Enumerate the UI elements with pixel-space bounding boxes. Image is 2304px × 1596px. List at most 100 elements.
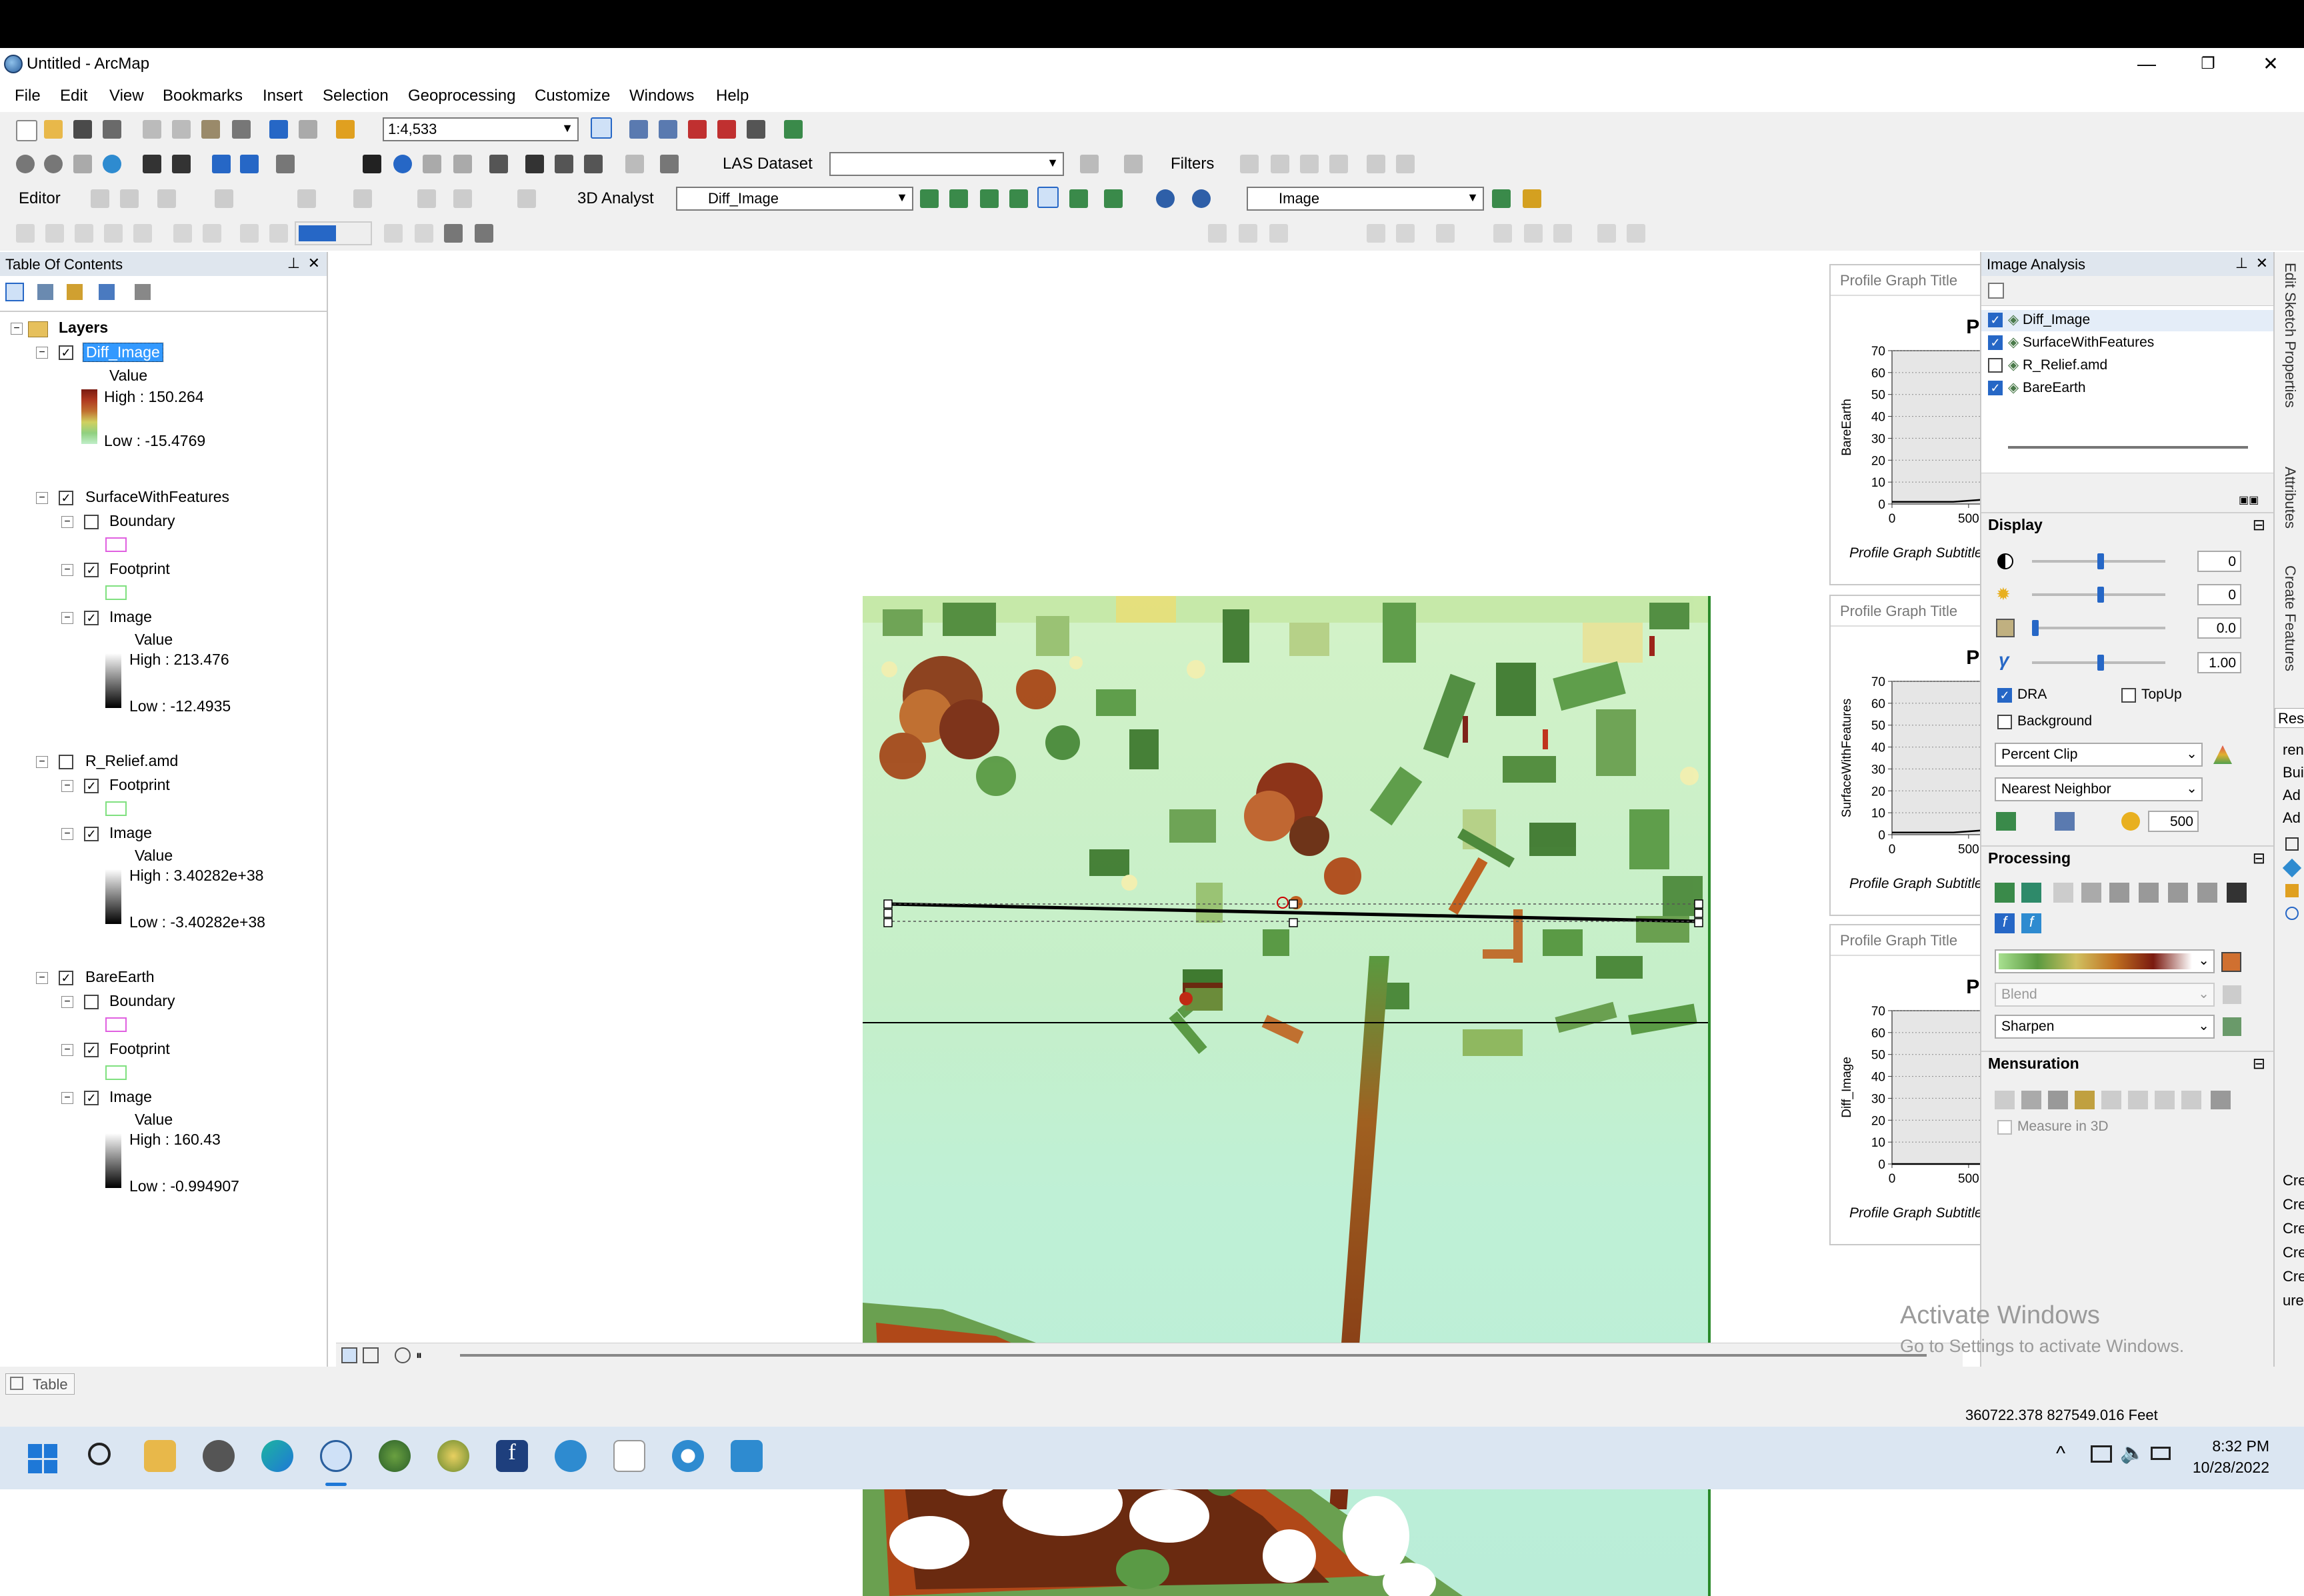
gamma-value[interactable]: 1.00	[2197, 652, 2241, 673]
surface-image-checkbox[interactable]: ✓	[84, 611, 99, 625]
attributes-tab[interactable]: Attributes	[2282, 467, 2299, 529]
mosaic-icon[interactable]	[475, 224, 493, 243]
small-tool-icon[interactable]	[2285, 837, 2299, 851]
clock-date[interactable]: 10/28/2022	[2192, 1459, 2269, 1476]
minimize-button[interactable]: —	[2137, 53, 2156, 74]
swipe-icon[interactable]	[1996, 812, 2016, 831]
table-of-contents-icon[interactable]	[629, 120, 648, 139]
relief-expander[interactable]: −	[36, 756, 48, 768]
editor-toolbar-icon[interactable]	[591, 117, 612, 139]
layers-root-label[interactable]: Layers	[59, 319, 109, 336]
refresh-rate-value[interactable]: 500	[2148, 811, 2199, 832]
layer-checkbox[interactable]: ✓	[1988, 313, 2003, 327]
refresh-icon[interactable]	[395, 1347, 411, 1363]
layer-relief[interactable]: ◈ R_Relief.amd	[2008, 357, 2108, 373]
bareearth-footprint-checkbox[interactable]: ✓	[84, 1043, 99, 1057]
relief-footprint-expander[interactable]: −	[61, 780, 73, 792]
menu-edit[interactable]: Edit	[60, 87, 88, 105]
measure-tool-icon[interactable]	[2021, 1091, 2041, 1109]
hyperlink-icon[interactable]	[423, 155, 441, 173]
3d-analyst-menu[interactable]: 3D Analyst	[577, 189, 654, 207]
search-icon[interactable]	[88, 1443, 111, 1465]
tray-chevron-icon[interactable]: ^	[2056, 1443, 2066, 1465]
info-icon[interactable]	[2285, 907, 2299, 920]
surface-image-label[interactable]: Image	[109, 608, 152, 625]
relief-layer[interactable]: R_Relief.amd	[85, 752, 179, 769]
relief-image-expander[interactable]: −	[61, 828, 73, 840]
collapse-icon[interactable]: ⊟	[2252, 849, 2265, 867]
straight-segment-icon[interactable]	[157, 189, 176, 208]
transparency-slider-thumb[interactable]	[2032, 620, 2039, 636]
transparency-slider[interactable]	[2032, 627, 2165, 629]
dra-checkbox[interactable]: ✓	[1997, 688, 2012, 703]
bareearth-footprint-label[interactable]: Footprint	[109, 1040, 170, 1057]
pan-icon[interactable]	[73, 155, 92, 173]
surface-boundary-expander[interactable]: −	[61, 516, 73, 528]
profile-view-icon[interactable]	[1367, 155, 1385, 173]
color-ramp-dropdown[interactable]: ⌄	[1995, 949, 2215, 973]
start-icon[interactable]	[28, 1444, 57, 1473]
arcscene-icon[interactable]	[1156, 189, 1175, 208]
gamma-slider-thumb[interactable]	[2097, 655, 2104, 671]
relief-image-checkbox[interactable]: ✓	[84, 827, 99, 841]
close-button[interactable]: ✕	[2263, 53, 2279, 74]
model-builder-icon[interactable]	[784, 120, 803, 139]
diff-image-expander[interactable]: −	[36, 347, 48, 359]
create-features-icon[interactable]	[517, 189, 536, 208]
redo-icon[interactable]	[299, 120, 317, 139]
add-data-icon[interactable]	[336, 120, 355, 139]
table-button[interactable]: Table	[5, 1373, 75, 1395]
contrast-value[interactable]: 0	[2197, 551, 2241, 572]
clip-icon[interactable]	[1995, 883, 2015, 903]
file-explorer-icon[interactable]	[144, 1440, 176, 1472]
relief-footprint-label[interactable]: Footprint	[109, 776, 170, 793]
surface-expander[interactable]: −	[36, 492, 48, 504]
background-checkbox[interactable]	[1997, 715, 2012, 729]
bareearth-image-checkbox[interactable]: ✓	[84, 1091, 99, 1105]
arcscene-taskbar-icon[interactable]	[379, 1440, 411, 1472]
select-features-icon[interactable]	[276, 155, 295, 173]
fixed-zoom-in-icon[interactable]	[143, 155, 161, 173]
forward-extent-icon[interactable]	[240, 155, 259, 173]
list-by-source-icon[interactable]	[37, 284, 53, 300]
surface-layer[interactable]: SurfaceWithFeatures	[85, 488, 230, 505]
bareearth-footprint-expander[interactable]: −	[61, 1044, 73, 1056]
horizontal-scrollbar[interactable]	[460, 1354, 1927, 1357]
battery-icon[interactable]	[2151, 1447, 2171, 1460]
attributes-icon[interactable]	[453, 189, 472, 208]
full-extent-icon[interactable]	[103, 155, 121, 173]
clock-time[interactable]: 8:32 PM	[2212, 1437, 2269, 1455]
bareearth-boundary-expander[interactable]: −	[61, 996, 73, 1008]
arcglobe-icon[interactable]	[1192, 189, 1211, 208]
surface-boundary-label[interactable]: Boundary	[109, 512, 175, 529]
map-view[interactable]: Profile Graph Title Profile Graph Title …	[336, 252, 2276, 1596]
copy-icon[interactable]	[172, 120, 191, 139]
time-slider-icon[interactable]	[625, 155, 644, 173]
html-popup-icon[interactable]	[453, 155, 472, 173]
close-icon[interactable]: ✕	[2255, 255, 2268, 271]
save-icon[interactable]	[73, 120, 92, 139]
fme-taskbar-icon[interactable]: f	[496, 1440, 528, 1472]
edit-vertices-icon[interactable]	[297, 189, 316, 208]
export-icon[interactable]	[2227, 883, 2247, 903]
processing-tool-icon[interactable]	[2139, 883, 2159, 903]
measure-icon[interactable]	[489, 155, 508, 173]
surface-footprint-expander[interactable]: −	[61, 564, 73, 576]
line-of-sight-icon[interactable]	[980, 189, 999, 208]
3d-view-icon[interactable]	[1396, 155, 1415, 173]
edge-icon[interactable]	[261, 1440, 293, 1472]
layer-surface[interactable]: ◈ SurfaceWithFeatures	[2008, 335, 2155, 350]
paste-icon[interactable]	[201, 120, 220, 139]
layer-bareearth[interactable]: ◈ BareEarth	[2008, 380, 2086, 395]
python-icon[interactable]	[747, 120, 765, 139]
relief-checkbox[interactable]	[59, 755, 73, 769]
surface-checkbox[interactable]: ✓	[59, 491, 73, 505]
pin-icon[interactable]: ⊥	[287, 255, 300, 271]
display-section-header[interactable]: Display ⊟	[1981, 512, 2273, 536]
stretch-dropdown[interactable]: Percent Clip ⌄	[1995, 743, 2203, 767]
menu-selection[interactable]: Selection	[323, 87, 389, 105]
bareearth-layer[interactable]: BareEarth	[85, 968, 155, 985]
bareearth-checkbox[interactable]: ✓	[59, 971, 73, 985]
measure-tool-icon[interactable]	[2101, 1091, 2121, 1109]
search-window-icon[interactable]	[688, 120, 707, 139]
